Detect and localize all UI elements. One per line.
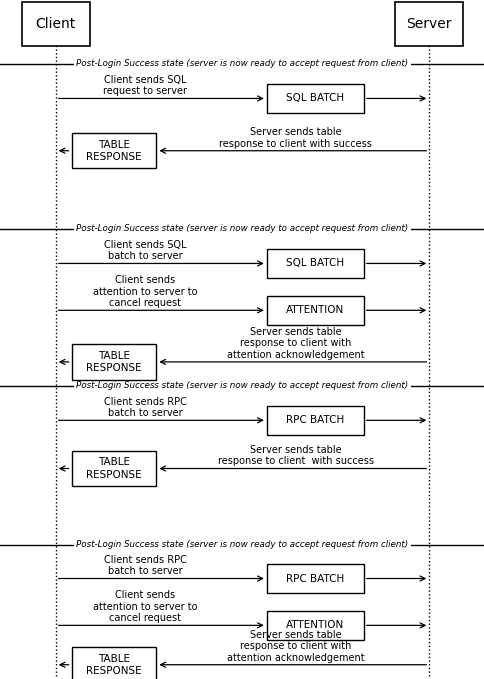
Text: Post-Login Success state (server is now ready to accept request from client): Post-Login Success state (server is now … [76,224,408,234]
Text: Client sends SQL
request to server: Client sends SQL request to server [103,75,187,96]
Text: Client sends RPC
batch to server: Client sends RPC batch to server [104,555,186,576]
Bar [72,133,156,168]
Text: TABLE
RESPONSE: TABLE RESPONSE [86,654,141,676]
Bar [72,647,156,679]
Text: RPC BATCH: RPC BATCH [286,416,344,425]
Text: Server sends table
response to client with
attention acknowledgement: Server sends table response to client wi… [227,327,364,360]
Bar [266,611,363,640]
Text: SQL BATCH: SQL BATCH [286,259,344,268]
Bar [72,344,156,380]
Text: Client: Client [36,17,76,31]
Text: TABLE
RESPONSE: TABLE RESPONSE [86,140,141,162]
Bar [266,296,363,325]
Bar [266,249,363,278]
Text: Server sends table
response to client with success: Server sends table response to client wi… [219,127,372,149]
Text: ATTENTION: ATTENTION [286,621,344,630]
Text: Server sends table
response to client  with success: Server sends table response to client wi… [217,445,373,466]
Text: Client sends
attention to server to
cancel request: Client sends attention to server to canc… [93,275,197,308]
Bar [266,406,363,435]
Text: Server: Server [406,17,451,31]
Bar [22,2,90,46]
Text: RPC BATCH: RPC BATCH [286,574,344,583]
Text: TABLE
RESPONSE: TABLE RESPONSE [86,458,141,479]
Text: Client sends RPC
batch to server: Client sends RPC batch to server [104,397,186,418]
Bar [72,451,156,486]
Text: Post-Login Success state (server is now ready to accept request from client): Post-Login Success state (server is now … [76,540,408,549]
Text: Client sends SQL
batch to server: Client sends SQL batch to server [104,240,186,261]
Text: Server sends table
response to client with
attention acknowledgement: Server sends table response to client wi… [227,629,364,663]
Text: ATTENTION: ATTENTION [286,306,344,315]
Bar [394,2,462,46]
Text: Post-Login Success state (server is now ready to accept request from client): Post-Login Success state (server is now … [76,59,408,69]
Bar [266,564,363,593]
Text: Client sends
attention to server to
cancel request: Client sends attention to server to canc… [93,590,197,623]
Text: TABLE
RESPONSE: TABLE RESPONSE [86,351,141,373]
Text: Post-Login Success state (server is now ready to accept request from client): Post-Login Success state (server is now … [76,381,408,390]
Bar [266,84,363,113]
Text: SQL BATCH: SQL BATCH [286,94,344,103]
